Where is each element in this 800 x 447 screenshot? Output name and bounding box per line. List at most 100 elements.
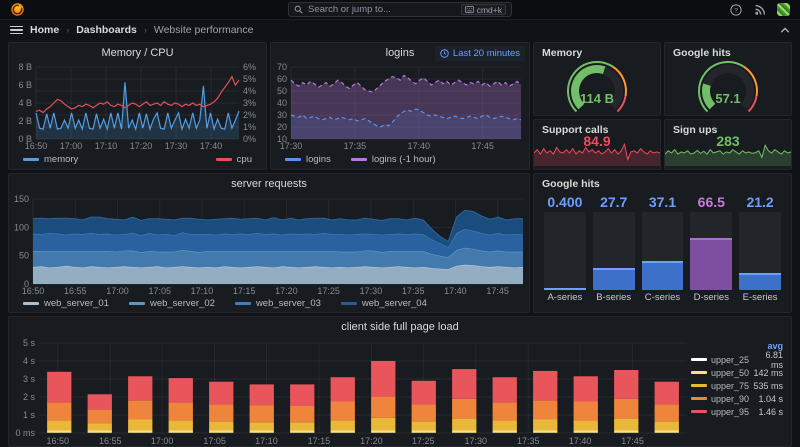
panel-title-server-requests[interactable]: server requests — [231, 178, 307, 190]
legend-item[interactable]: upper_75 535 ms — [691, 379, 783, 392]
bar-gauge-column: 0.400 A-series — [544, 194, 586, 304]
svg-text:16:50: 16:50 — [25, 141, 48, 151]
shortcut-label: cmd+k — [476, 4, 502, 15]
bar-gauge-bar[interactable] — [739, 212, 781, 290]
svg-text:10: 10 — [277, 134, 287, 144]
breadcrumb-dashboards[interactable]: Dashboards — [76, 24, 137, 36]
legend-color-dash — [340, 301, 357, 305]
svg-text:5 s: 5 s — [23, 338, 36, 348]
svg-text:17:30: 17:30 — [165, 141, 188, 151]
bar-gauge-column: 27.7 B-series — [592, 194, 635, 304]
bar-gauge-value: 66.5 — [697, 194, 725, 210]
bar-gauge-value: 37.1 — [648, 194, 677, 210]
legend-item[interactable]: upper_50 142 ms — [691, 366, 783, 379]
legend-color-dash — [691, 358, 707, 361]
breadcrumb-home[interactable]: Home — [30, 24, 60, 36]
svg-text:17:10: 17:10 — [95, 141, 118, 151]
server-requests-chart-canvas[interactable]: 0 50 100 150 16:50 16:55 17:00 17:05 17:10 17:15 1… — [9, 194, 529, 296]
svg-text:0: 0 — [24, 279, 29, 289]
chevron-up-icon[interactable] — [780, 27, 790, 34]
bar-gauge-value: 27.7 — [600, 194, 628, 210]
legend-color-dash — [691, 384, 707, 387]
legend-label: cpu — [236, 154, 252, 165]
bar-gauge-value: 21.2 — [746, 194, 774, 210]
panel-title-memory-cpu[interactable]: Memory / CPU — [101, 47, 174, 59]
legend-label: memory — [44, 154, 79, 165]
panel-title-client-page-load[interactable]: client side full page load — [341, 321, 459, 333]
legend-label: web_server_04 — [361, 297, 427, 309]
panel-title-google-hits[interactable]: Google hits — [673, 47, 731, 59]
bar-gauge-fill — [592, 268, 635, 290]
top-navigation-bar: Search or jump to... cmd+k ? — [0, 0, 800, 20]
svg-text:6%: 6% — [243, 63, 256, 72]
svg-text:30: 30 — [277, 110, 287, 120]
legend-label: web_server_03 — [255, 297, 321, 309]
bar-gauge-fill — [739, 273, 781, 290]
legend-item[interactable]: cpu — [215, 154, 252, 165]
svg-text:8 B: 8 B — [18, 63, 32, 72]
svg-text:20: 20 — [277, 122, 287, 132]
bar-gauge-bar[interactable] — [592, 212, 635, 290]
svg-text:16:50: 16:50 — [22, 286, 45, 296]
panel-title-logins[interactable]: logins — [385, 47, 415, 59]
svg-text:17:25: 17:25 — [412, 436, 435, 446]
legend-item[interactable]: memory — [23, 154, 78, 165]
legend-color-dash — [23, 158, 39, 161]
search-input[interactable]: Search or jump to... cmd+k — [288, 2, 512, 17]
legend-item[interactable]: logins (-1 hour) — [350, 154, 436, 165]
menu-hamburger-icon[interactable] — [10, 25, 23, 35]
svg-text:0%: 0% — [243, 134, 256, 144]
panel-memory-gauge: Memory 114 B — [533, 42, 661, 116]
bar-gauge-value: 0.400 — [547, 194, 583, 210]
panel-memory-cpu: Memory / CPU 0 B 2 B 4 B 6 B 8 B 0% 1% 2% 3% 4% 5%… — [8, 42, 267, 170]
legend-label: upper_25 — [711, 354, 750, 365]
panel-title-google-hits-bars[interactable]: Google hits — [542, 178, 600, 190]
legend-label: logins — [306, 154, 331, 165]
panel-google-hits-bars: Google hits 0.400 A-series 27.7 B-series 37.… — [533, 173, 792, 313]
svg-text:6 B: 6 B — [18, 80, 32, 90]
panel-support-calls: Support calls 84.9 — [533, 119, 661, 170]
svg-text:17:35: 17:35 — [344, 141, 367, 151]
time-range-badge[interactable]: Last 20 minutes — [434, 46, 525, 61]
memory-cpu-chart-canvas[interactable]: 0 B 2 B 4 B 6 B 8 B 0% 1% 2% 3% 4% 5% 6% 16:50 17:00 1… — [9, 62, 266, 151]
legend-item[interactable]: web_server_02 — [128, 298, 215, 309]
svg-text:17:45: 17:45 — [471, 141, 494, 151]
legend-item[interactable]: upper_25 6.81 ms — [691, 350, 783, 370]
bar-gauge-bar[interactable] — [641, 212, 684, 290]
bar-gauge-bar[interactable] — [690, 212, 733, 290]
legend-item[interactable]: upper_95 1.46 s — [691, 405, 783, 418]
legend-item[interactable]: web_server_04 — [340, 297, 427, 309]
legend-item[interactable]: logins — [285, 154, 331, 165]
legend-item[interactable]: web_server_01 — [23, 298, 109, 309]
logins-chart-canvas[interactable]: 10 20 30 40 50 60 70 17:30 17:35 17:40 17:45 — [271, 62, 529, 151]
panel-title-support-calls[interactable]: Support calls — [542, 124, 609, 136]
svg-text:100: 100 — [14, 222, 29, 232]
legend-label: logins (-1 hour) — [371, 154, 436, 165]
panel-google-hits-gauge: Google hits 57.1 — [664, 42, 792, 116]
legend-item[interactable]: upper_90 1.04 s — [691, 392, 783, 405]
bar-gauge-bar[interactable] — [544, 212, 586, 290]
page-load-chart-canvas[interactable]: 0 ms 1 s 2 s 3 s 4 s 5 s 16:50 16:55 17:00 17:05 1… — [9, 337, 691, 446]
bar-gauge-column: 21.2 E-series — [739, 194, 781, 304]
svg-text:4%: 4% — [243, 86, 256, 96]
panel-client-page-load: client side full page load 0 ms 1 s 2 s 3 s… — [8, 316, 792, 447]
legend-color-dash — [128, 301, 145, 305]
svg-text:17:40: 17:40 — [569, 436, 592, 446]
legend-item[interactable]: web_server_03 — [234, 297, 321, 309]
panel-title-sign-ups[interactable]: Sign ups — [673, 124, 718, 136]
panel-title-memory[interactable]: Memory — [542, 47, 583, 59]
bar-gauge-series-label: A-series — [547, 292, 583, 303]
keyboard-icon — [464, 6, 474, 13]
svg-text:16:50: 16:50 — [47, 436, 70, 446]
support-calls-sparkline — [534, 140, 660, 169]
dashboard-canvas: Memory / CPU 0 B 2 B 4 B 6 B 8 B 0% 1% 2% 3% 4% 5%… — [0, 40, 800, 447]
svg-text:17:30: 17:30 — [464, 436, 487, 446]
rss-news-icon[interactable] — [753, 3, 766, 16]
svg-text:57.1: 57.1 — [715, 91, 740, 106]
svg-text:1%: 1% — [243, 122, 256, 132]
svg-text:17:25: 17:25 — [317, 286, 340, 296]
user-avatar[interactable] — [777, 3, 790, 16]
help-icon[interactable]: ? — [729, 3, 742, 16]
grafana-logo-icon[interactable] — [10, 2, 25, 17]
svg-text:17:35: 17:35 — [517, 436, 540, 446]
